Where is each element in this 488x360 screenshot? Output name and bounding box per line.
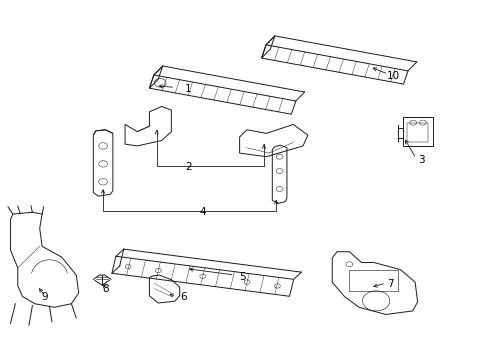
- Text: 1: 1: [185, 84, 191, 94]
- Text: 9: 9: [41, 292, 48, 302]
- Bar: [348, 270, 397, 291]
- Bar: [407, 123, 427, 142]
- Text: 5: 5: [238, 272, 245, 282]
- Text: 8: 8: [102, 284, 109, 294]
- Text: 3: 3: [417, 155, 424, 165]
- Text: 7: 7: [386, 279, 393, 289]
- Text: 10: 10: [386, 71, 399, 81]
- Text: 6: 6: [180, 292, 186, 302]
- Text: 2: 2: [185, 162, 191, 172]
- Bar: [403, 117, 432, 146]
- Text: 4: 4: [199, 207, 206, 217]
